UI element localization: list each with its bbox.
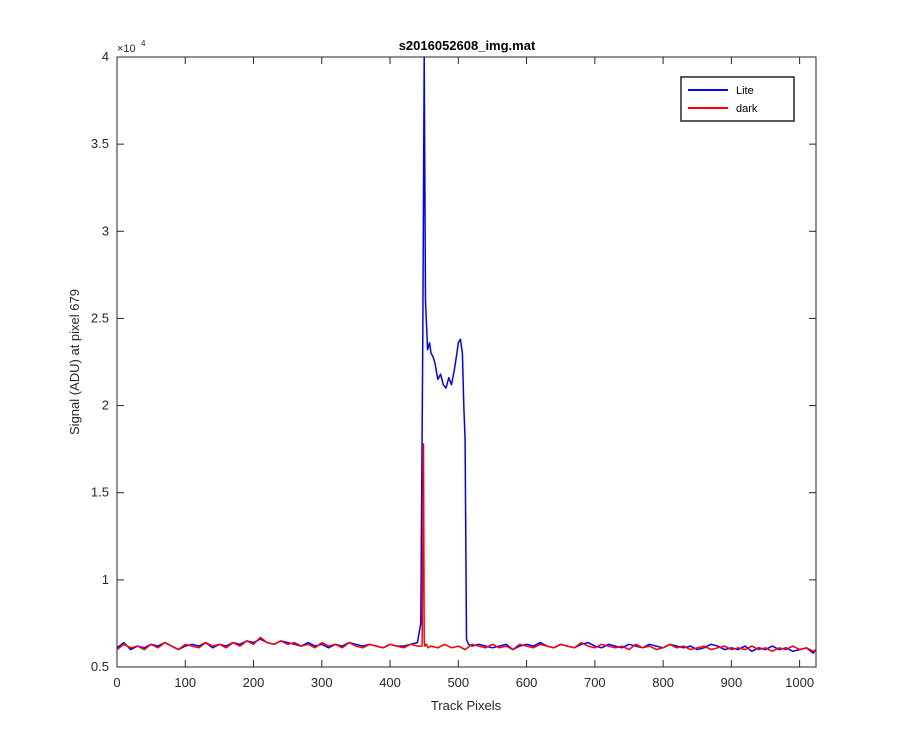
x-tick-label: 500 [447,675,469,690]
y-tick-label: 3 [102,223,109,238]
x-tick-label: 0 [113,675,120,690]
y-tick-label: 0.5 [91,659,109,674]
x-tick-label: 900 [721,675,743,690]
ticks-layer: 0 100 200 300 400 500 600 700 800 900 1000 0.5 1 1.5 2… [91,49,816,690]
series-line-dark [116,443,817,653]
x-tick-label: 100 [174,675,196,690]
series-line-lite [116,56,817,654]
x-tick-label: 300 [311,675,333,690]
y-tick-label: 1.5 [91,485,109,500]
y-tick-label: 4 [102,49,109,64]
x-tick-label: 600 [516,675,538,690]
legend-label-dark: dark [736,103,758,115]
legend-box [680,76,795,122]
chart-title: s2016052608_img.mat [399,38,536,53]
y-exponent: ×10 4 [117,39,146,55]
y-exponent-power: 4 [141,39,146,48]
x-tick-label: 700 [584,675,606,690]
legend-label-lite: Lite [736,85,754,97]
x-tick-label: 800 [652,675,674,690]
y-exponent-label: ×10 [117,43,136,55]
legend: Lite dark [680,76,795,122]
y-tick-label: 2.5 [91,310,109,325]
series-layer [116,56,817,654]
x-tick-label: 400 [379,675,401,690]
y-tick-label: 2 [102,398,109,413]
y-axis-label: Signal (ADU) at pixel 679 [67,289,82,435]
y-tick-label: 3.5 [91,136,109,151]
x-tick-label: 1000 [785,675,814,690]
x-axis-label: Track Pixels [431,698,502,713]
x-tick-label: 200 [243,675,265,690]
y-tick-label: 1 [102,572,109,587]
